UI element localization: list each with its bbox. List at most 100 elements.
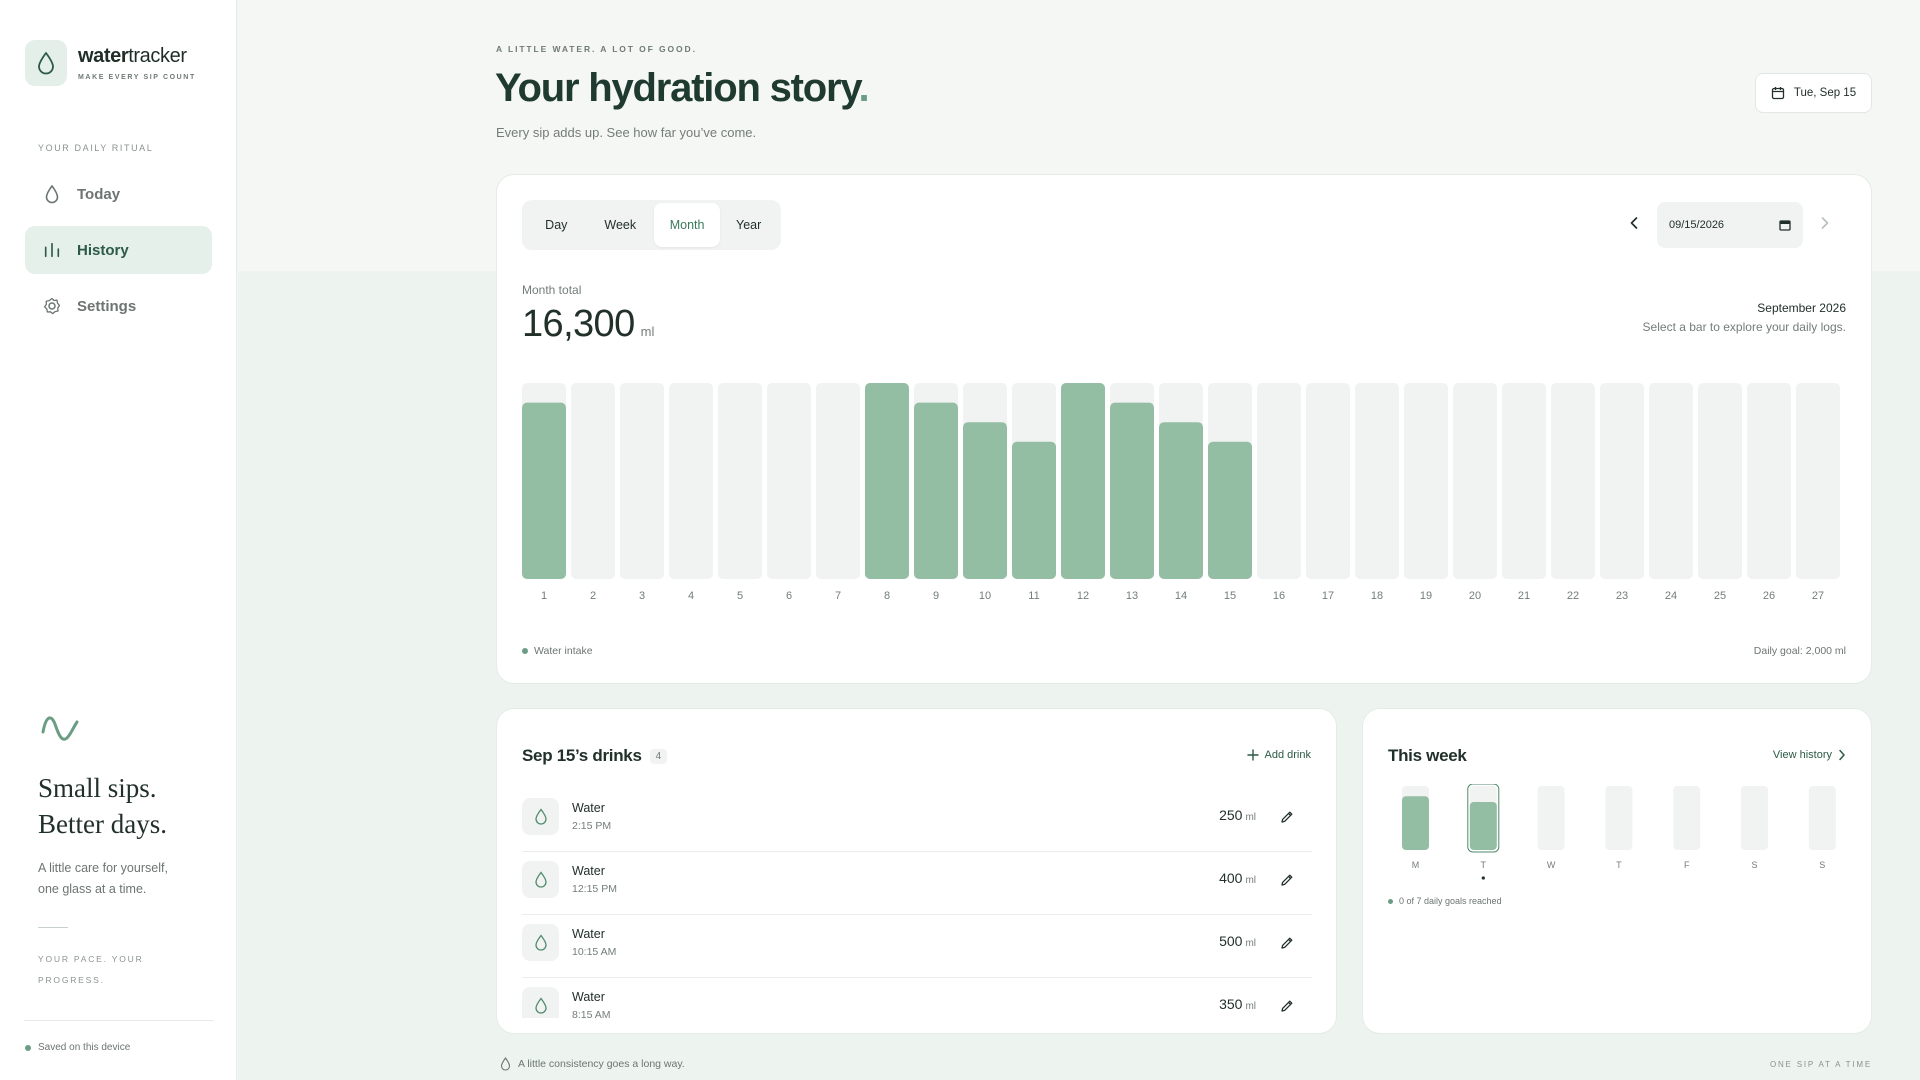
tab-year[interactable]: Year <box>736 218 762 232</box>
sidebar-item-label: History <box>77 241 129 259</box>
edit-drink-button[interactable] <box>1276 932 1298 954</box>
footer-tagline: ONE SIP AT A TIME <box>1769 1060 1872 1069</box>
total-label: Month total <box>522 283 582 297</box>
bar-track[interactable] <box>1257 383 1301 579</box>
week-bar-track[interactable] <box>1673 786 1701 850</box>
tab-week[interactable]: Week <box>604 218 637 232</box>
bar-track[interactable] <box>571 383 615 579</box>
x-tick-label: 20 <box>1469 590 1481 602</box>
week-bar-fill[interactable] <box>1469 802 1497 850</box>
week-card: This week View history M T W T F S S 0 of 7 da… <box>1362 708 1872 1034</box>
bar-track[interactable] <box>669 383 713 579</box>
bar-track[interactable] <box>1404 383 1448 579</box>
chart-hint: Select a bar to explore your daily logs. <box>1642 320 1846 334</box>
bar-track[interactable] <box>1796 383 1840 579</box>
week-day-label: T <box>1616 860 1622 870</box>
date-input[interactable]: 09/15/2026 <box>1657 202 1803 248</box>
legend-label: Water intake <box>534 645 593 657</box>
history-card: Day Week Month Year 09/15/2026 Month tot… <box>496 174 1872 684</box>
x-tick-label: 3 <box>639 590 645 602</box>
drinks-card: Sep 15’s drinks 4 Add drink Water 2:15 PM… <box>496 708 1337 1034</box>
current-date-button[interactable]: Tue, Sep 15 <box>1755 73 1872 113</box>
week-bar-track[interactable] <box>1537 786 1565 850</box>
chevron-left-icon <box>1630 217 1638 229</box>
summary-dot <box>1388 898 1393 904</box>
edit-drink-button[interactable] <box>1276 869 1298 891</box>
period-tabs: Day Week Month Year <box>522 200 781 250</box>
list-item[interactable]: Water 8:15 AM 350 ml <box>522 978 1312 1018</box>
month-bar-chart: 1 2 3 4 5 6 7 8 9 10 11 12 13 14 15 16 17 18 19 20 21 22 23 24 2… <box>522 383 1840 602</box>
bar-day-1[interactable] <box>522 402 566 579</box>
tab-day[interactable]: Day <box>545 218 568 232</box>
calendar-icon <box>1771 87 1785 100</box>
add-drink-button[interactable]: Add drink <box>1246 749 1311 761</box>
tab-month[interactable]: Month <box>653 203 721 247</box>
bar-day-11[interactable] <box>1012 441 1056 579</box>
week-title: This week <box>1388 746 1467 765</box>
calendar-icon[interactable] <box>1779 219 1791 231</box>
previous-period-button[interactable] <box>1622 211 1646 235</box>
week-day-label: S <box>1819 860 1825 870</box>
drink-time: 12:15 PM <box>572 883 617 895</box>
drink-time: 8:15 AM <box>572 1009 611 1018</box>
list-item[interactable]: Water 12:15 PM 400 ml <box>522 852 1312 915</box>
sidebar-slogan-caption: YOUR PACE. YOUR PROGRESS. <box>38 954 144 985</box>
week-bar-fill[interactable] <box>1402 796 1429 850</box>
list-item[interactable]: Water 2:15 PM 250 ml <box>522 789 1312 852</box>
bar-day-9[interactable] <box>914 402 958 579</box>
logo[interactable] <box>25 40 67 86</box>
next-period-button[interactable] <box>1813 211 1837 235</box>
selected-day-outline <box>1467 784 1500 853</box>
page-subtitle: Every sip adds up. See how far you’ve co… <box>496 125 757 140</box>
x-tick-label: 22 <box>1567 590 1579 602</box>
drinks-count-badge: 4 <box>649 749 667 764</box>
droplet-icon <box>522 798 559 835</box>
bar-track[interactable] <box>1551 383 1595 579</box>
bar-track[interactable] <box>1649 383 1693 579</box>
sidebar-item-today[interactable]: Today <box>25 170 212 218</box>
bar-track[interactable] <box>1698 383 1742 579</box>
x-tick-label: 6 <box>786 590 792 602</box>
week-bar-track[interactable] <box>1741 786 1768 850</box>
sidebar-slogan: Small sips. Better days. <box>38 773 167 839</box>
bar-track[interactable] <box>1747 383 1791 579</box>
sidebar-item-settings[interactable]: Settings <box>25 282 212 330</box>
bar-day-14[interactable] <box>1159 422 1203 579</box>
bar-track[interactable] <box>1502 383 1546 579</box>
week-day-label: T <box>1481 860 1487 870</box>
bar-track[interactable] <box>1355 383 1399 579</box>
divider <box>38 927 68 928</box>
x-tick-label: 1 <box>541 590 547 602</box>
bar-track[interactable] <box>718 383 762 579</box>
bar-day-10[interactable] <box>963 422 1007 579</box>
sidebar-caption: YOUR DAILY RITUAL <box>38 143 154 153</box>
view-history-link[interactable]: View history <box>1773 749 1846 761</box>
chart-legend: Water intake <box>522 645 593 657</box>
today-marker <box>1481 876 1485 880</box>
list-item[interactable]: Water 10:15 AM 500 ml <box>522 915 1312 978</box>
period-label: September 2026 <box>1757 301 1846 315</box>
bar-day-15[interactable] <box>1208 441 1252 579</box>
bar-track[interactable] <box>767 383 811 579</box>
pencil-icon <box>1281 811 1293 823</box>
bar-day-12[interactable] <box>1061 383 1105 579</box>
edit-drink-button[interactable] <box>1276 806 1298 828</box>
week-bar-track[interactable] <box>1808 786 1836 850</box>
week-bar-track[interactable] <box>1605 786 1633 850</box>
pencil-icon <box>1281 937 1293 949</box>
chevron-right-icon <box>1821 217 1829 229</box>
bar-track[interactable] <box>620 383 664 579</box>
bar-track[interactable] <box>816 383 860 579</box>
bar-day-8[interactable] <box>865 383 909 579</box>
bar-day-13[interactable] <box>1110 402 1154 579</box>
bar-track[interactable] <box>1453 383 1497 579</box>
edit-drink-button[interactable] <box>1276 995 1298 1017</box>
sidebar-item-history[interactable]: History <box>25 226 212 274</box>
x-tick-label: 25 <box>1714 590 1726 602</box>
bar-chart-icon <box>43 241 61 259</box>
bar-track[interactable] <box>1306 383 1350 579</box>
drink-time: 2:15 PM <box>572 820 612 832</box>
drink-name: Water <box>572 990 605 1004</box>
x-tick-label: 10 <box>979 590 991 602</box>
bar-track[interactable] <box>1600 383 1644 579</box>
